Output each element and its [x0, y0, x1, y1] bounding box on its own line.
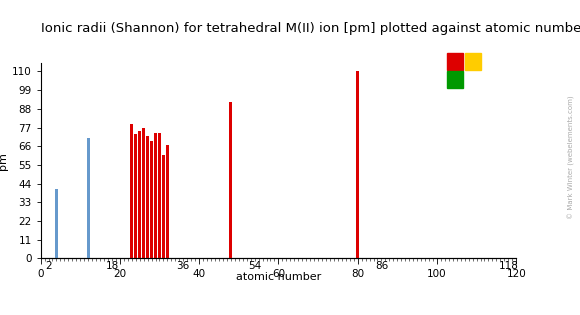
Bar [356, 72, 359, 258]
Bar [55, 189, 58, 258]
Bar [230, 102, 232, 258]
Bar [166, 145, 169, 258]
Bar [146, 136, 149, 258]
X-axis label: atomic number: atomic number [236, 272, 321, 283]
Bar [142, 128, 145, 258]
Text: © Mark Winter (webelements.com): © Mark Winter (webelements.com) [568, 96, 575, 219]
Bar [154, 133, 157, 258]
Bar [162, 155, 165, 258]
Bar [138, 131, 141, 258]
Text: Ionic radii (Shannon) for tetrahedral M(II) ion [pm] plotted against atomic numb: Ionic radii (Shannon) for tetrahedral M(… [41, 22, 580, 35]
Bar [158, 133, 161, 258]
Bar [135, 134, 137, 258]
Bar [130, 124, 133, 258]
Y-axis label: pm: pm [0, 152, 8, 169]
Bar [150, 141, 153, 258]
Bar [87, 138, 89, 258]
